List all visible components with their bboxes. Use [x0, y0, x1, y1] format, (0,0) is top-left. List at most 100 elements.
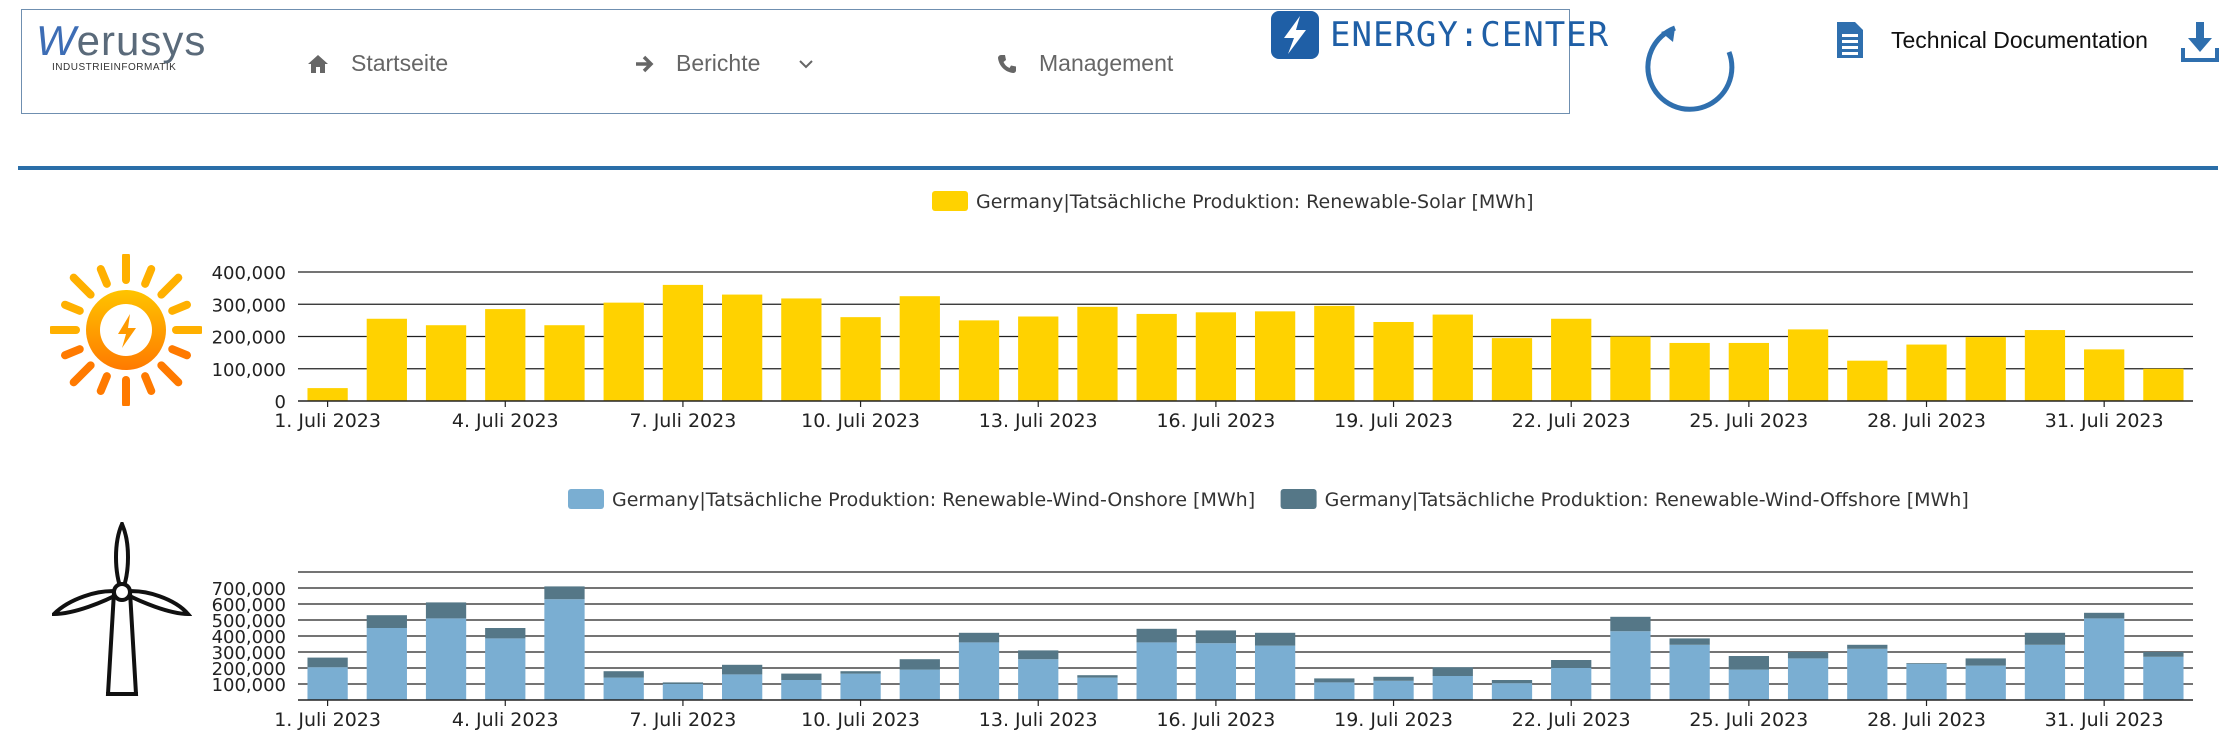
bar: [662, 682, 704, 684]
bar: [485, 638, 526, 700]
nav-berichte[interactable]: Berichte: [634, 50, 814, 77]
bar: [1432, 667, 1473, 676]
bar: [1906, 344, 1947, 401]
home-icon: [308, 54, 328, 73]
bar: [425, 618, 467, 700]
nav-startseite-label: Startseite: [351, 50, 449, 76]
bar: [958, 642, 1000, 700]
bar: [1018, 659, 1059, 700]
top-navbar: Werusys INDUSTRIEINFORMATIK Startseite B…: [21, 9, 1608, 114]
nav-management-label: Management: [1039, 50, 1174, 76]
solar-production-chart: Germany|Tatsächliche Produktion: Renewab…: [212, 191, 2193, 432]
bar: [722, 664, 763, 675]
bar: [1491, 680, 1533, 684]
sun-ray: [96, 372, 111, 395]
refresh-button[interactable]: [1645, 22, 1755, 117]
sun-ray: [69, 273, 95, 299]
bar: [485, 628, 526, 639]
y-tick-label: 600,000: [212, 595, 286, 616]
bar: [2084, 349, 2125, 401]
brand-rest: erusys: [76, 17, 207, 64]
bar: [2143, 656, 2184, 700]
bar: [1314, 678, 1355, 683]
bar: [1254, 645, 1296, 700]
bar: [840, 673, 881, 700]
x-tick-label: 28. Juli 2023: [1867, 709, 1986, 731]
bar: [781, 673, 822, 680]
brand-w: W: [36, 17, 77, 64]
bar: [1018, 316, 1059, 401]
bar: [781, 680, 822, 700]
bar: [722, 674, 763, 700]
bar: [2143, 368, 2184, 401]
download-icon: [2181, 22, 2219, 62]
bar: [1432, 314, 1473, 401]
bar: [1314, 305, 1355, 401]
chevron-down-icon[interactable]: [798, 59, 814, 69]
bar: [1669, 644, 1710, 700]
bar: [1018, 650, 1059, 660]
nav-berichte-label: Berichte: [676, 50, 761, 76]
bar: [1373, 680, 1414, 700]
sun-ray: [157, 361, 183, 387]
nav-management[interactable]: Management: [997, 50, 1173, 77]
bar: [1314, 682, 1355, 700]
y-tick-label: 200,000: [212, 328, 286, 349]
bar: [1728, 342, 1769, 401]
bar: [1551, 668, 1592, 700]
wind-turbine-icon: [49, 519, 193, 703]
bar: [1669, 342, 1710, 401]
bar: [366, 615, 407, 628]
bar: [662, 684, 704, 700]
technical-documentation-label: Technical Documentation: [1891, 26, 2148, 53]
bar: [1136, 642, 1177, 700]
energy-center-logo[interactable]: ENERGY:CENTER: [1270, 10, 1609, 60]
bar: [1136, 628, 1177, 643]
bar: [544, 325, 585, 401]
bar: [722, 294, 763, 401]
bar: [1432, 676, 1473, 700]
y-tick-label: 400,000: [212, 627, 286, 648]
download-button[interactable]: [2180, 20, 2220, 69]
bar: [366, 628, 407, 700]
sun-ray: [141, 265, 156, 288]
sun-ray: [157, 273, 183, 299]
wind-production-chart: Germany|Tatsächliche Produktion: Renewab…: [212, 489, 2193, 731]
y-tick-label: 300,000: [212, 295, 286, 316]
bar: [2084, 618, 2125, 700]
x-tick-label: 1. Juli 2023: [274, 709, 381, 731]
bar: [603, 671, 644, 678]
bar: [1906, 663, 1947, 664]
sun-icon: [48, 252, 204, 411]
bar: [1847, 360, 1888, 401]
bar: [1491, 338, 1533, 401]
bar: [1077, 675, 1118, 678]
bar: [1728, 656, 1769, 670]
y-tick-label: 500,000: [212, 611, 286, 632]
technical-documentation-link[interactable]: Technical Documentation: [1835, 20, 2148, 60]
bar: [1077, 306, 1118, 401]
x-tick-label: 19. Juli 2023: [1334, 410, 1453, 432]
nav-startseite[interactable]: Startseite: [307, 50, 448, 77]
x-tick-label: 10. Juli 2023: [801, 410, 920, 432]
x-tick-label: 7. Juli 2023: [630, 410, 737, 432]
y-tick-label: 400,000: [212, 263, 286, 284]
bar: [1610, 336, 1651, 401]
bar: [899, 669, 940, 700]
phone-icon: [998, 54, 1016, 73]
y-tick-label: 100,000: [212, 360, 286, 381]
bar: [1610, 616, 1651, 632]
bar: [958, 632, 1000, 643]
sun-ray: [168, 300, 191, 315]
bar: [1610, 631, 1651, 700]
bar: [1906, 664, 1947, 700]
bar: [307, 657, 348, 668]
bar: [781, 298, 822, 401]
legend-label: Germany|Tatsächliche Produktion: Renewab…: [1325, 489, 1969, 511]
x-tick-label: 22. Juli 2023: [1512, 410, 1631, 432]
werusys-logo[interactable]: Werusys INDUSTRIEINFORMATIK: [36, 20, 206, 80]
sun-ray: [168, 345, 191, 360]
bar: [1847, 648, 1888, 700]
bar: [1195, 630, 1237, 644]
bar: [1254, 311, 1296, 401]
